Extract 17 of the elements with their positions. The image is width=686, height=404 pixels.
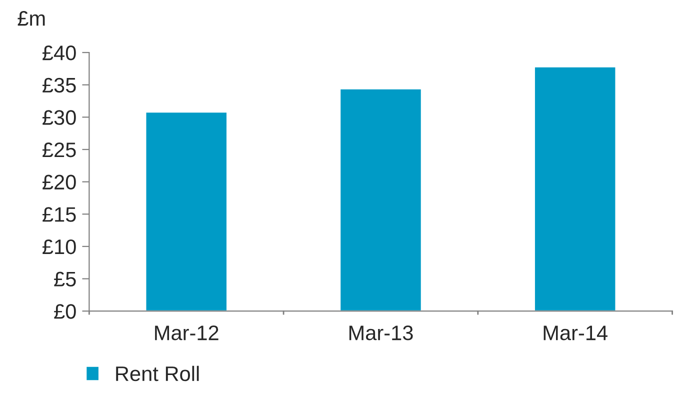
y-tick-label: £0 bbox=[54, 304, 76, 319]
x-tick-label: Mar-13 bbox=[349, 326, 413, 340]
y-axis-title: £m bbox=[18, 11, 45, 26]
x-tick-label: Mar-12 bbox=[155, 326, 218, 340]
y-tick-label: £10 bbox=[42, 239, 76, 254]
y-tick-label: £5 bbox=[54, 272, 76, 287]
bar bbox=[339, 88, 422, 312]
legend-label: Rent Roll bbox=[116, 366, 199, 382]
bar bbox=[534, 66, 617, 312]
y-tick-label: £40 bbox=[42, 46, 76, 60]
y-tick-label: £35 bbox=[42, 78, 76, 93]
y-tick-label: £20 bbox=[42, 174, 76, 190]
x-tick-label: Mar-14 bbox=[544, 326, 608, 340]
y-tick-label: £25 bbox=[42, 142, 76, 158]
bar bbox=[144, 111, 228, 312]
y-tick-label: £15 bbox=[42, 207, 76, 222]
y-tick-label: £30 bbox=[42, 110, 76, 125]
